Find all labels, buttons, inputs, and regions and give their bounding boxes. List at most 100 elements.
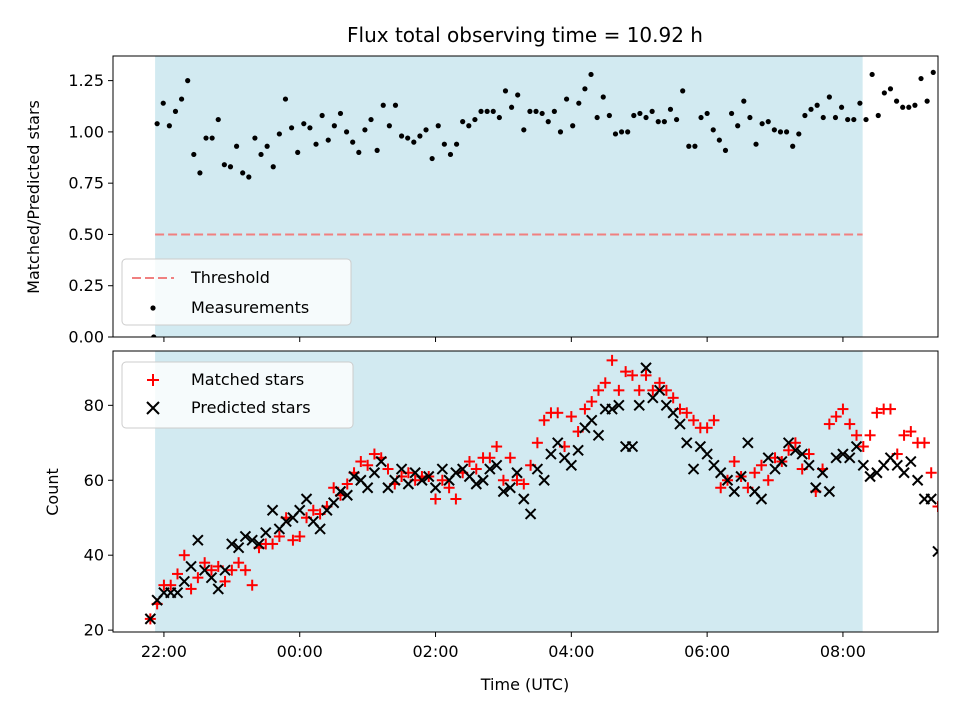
predicted-star-point xyxy=(850,440,863,453)
measurement-point xyxy=(722,147,729,153)
matched-star-point xyxy=(681,407,693,419)
x-tick-label: 22:00 xyxy=(141,642,187,661)
ratio-axes-frame xyxy=(112,55,939,338)
measurement-point xyxy=(466,123,472,129)
measurement-point xyxy=(215,116,221,123)
measurement-point xyxy=(453,141,460,147)
matched-star-point xyxy=(925,467,937,479)
matched-star-point xyxy=(219,575,231,587)
matched-star-point xyxy=(565,411,577,423)
matched-star-point xyxy=(884,403,896,415)
measurement-point xyxy=(539,110,545,117)
measurement-point xyxy=(362,127,368,133)
measurement-point xyxy=(478,108,484,114)
predicted-star-point xyxy=(762,452,774,464)
measurement-point xyxy=(435,123,441,129)
matched-star-point xyxy=(640,369,652,381)
matched-star-point xyxy=(239,564,251,576)
measurement-point xyxy=(796,131,802,137)
predicted-star-point xyxy=(294,504,306,516)
predicted-star-point xyxy=(334,485,347,498)
predicted-star-point xyxy=(721,474,734,486)
matched-star-point xyxy=(762,474,774,486)
predicted-legend-label: Predicted stars xyxy=(191,398,311,417)
predicted-star-point xyxy=(932,545,938,558)
predicted-star-point xyxy=(280,515,292,528)
matched-star-point xyxy=(830,411,842,423)
measurement-point xyxy=(814,102,820,108)
measurement-point xyxy=(710,127,716,133)
measurement-point xyxy=(221,162,227,168)
matched-star-point xyxy=(749,467,761,479)
matched-legend-swatch xyxy=(147,374,159,386)
matched-star-point xyxy=(246,579,258,591)
matched-star-point xyxy=(368,448,380,460)
matched-star-point xyxy=(918,437,930,449)
matched-star-point xyxy=(626,369,638,381)
count-series-0 xyxy=(144,354,938,625)
measurement-point xyxy=(386,123,392,129)
predicted-star-point xyxy=(626,440,639,453)
matched-star-point xyxy=(579,403,591,415)
predicted-star-point xyxy=(368,467,381,479)
predicted-star-point xyxy=(232,541,245,554)
matched-star-point xyxy=(484,452,496,464)
predicted-star-point xyxy=(803,459,815,471)
predicted-star-point xyxy=(423,470,435,483)
matched-star-point xyxy=(233,557,245,569)
measurement-point xyxy=(649,108,655,114)
predicted-star-point xyxy=(348,470,360,483)
predicted-star-point xyxy=(864,470,876,483)
predicted-star-point xyxy=(640,362,652,374)
matched-star-point xyxy=(851,429,863,441)
predicted-star-point xyxy=(837,448,849,460)
measurement-point xyxy=(447,151,454,158)
measurement-point xyxy=(655,119,661,125)
predicted-star-point xyxy=(192,534,204,546)
measurement-point xyxy=(783,129,790,135)
matched-star-point xyxy=(654,377,666,389)
predicted-star-point xyxy=(565,459,578,471)
predicted-star-point xyxy=(681,437,693,449)
measurement-point xyxy=(185,78,191,84)
measurement-point xyxy=(618,129,625,135)
top-legend: Threshold Measurements xyxy=(121,258,352,326)
predicted-star-point xyxy=(226,538,238,550)
predicted-star-point xyxy=(178,575,191,588)
matched-star-point xyxy=(178,549,190,561)
matched-star-point xyxy=(606,354,618,366)
predicted-star-point xyxy=(402,478,415,490)
x-axis-label: Time (UTC) xyxy=(480,675,569,694)
measurement-point xyxy=(160,100,166,106)
measurement-point xyxy=(472,116,478,123)
predicted-star-point xyxy=(810,482,822,494)
matched-star-point xyxy=(844,418,856,430)
matched-star-point xyxy=(857,441,869,453)
measurement-point xyxy=(521,127,527,133)
predicted-star-point xyxy=(789,444,802,456)
matched-star-point xyxy=(789,437,801,449)
predicted-star-point xyxy=(592,429,605,442)
x-tick-label: 06:00 xyxy=(684,642,730,661)
measurement-point xyxy=(900,104,906,110)
matched-star-point xyxy=(755,459,767,471)
matched-star-point xyxy=(898,429,910,441)
measurement-point xyxy=(197,170,203,176)
measurement-point xyxy=(533,108,539,114)
measurement-point xyxy=(680,88,686,94)
measurement-point xyxy=(551,108,557,114)
matched-star-point xyxy=(287,534,299,546)
matched-star-point xyxy=(728,456,740,468)
matched-star-point xyxy=(864,429,876,441)
measurement-point xyxy=(588,71,594,78)
measurement-point xyxy=(295,149,301,156)
measurement-point xyxy=(527,108,533,114)
predicted-star-point xyxy=(898,467,910,479)
predicted-star-point xyxy=(701,448,713,460)
chart-title: Flux total observing time = 10.92 h xyxy=(347,23,703,47)
predicted-star-point xyxy=(816,467,829,479)
measurement-point xyxy=(515,92,521,98)
measurement-point xyxy=(906,104,912,110)
measurement-point xyxy=(288,125,295,131)
measurement-point xyxy=(643,114,649,121)
